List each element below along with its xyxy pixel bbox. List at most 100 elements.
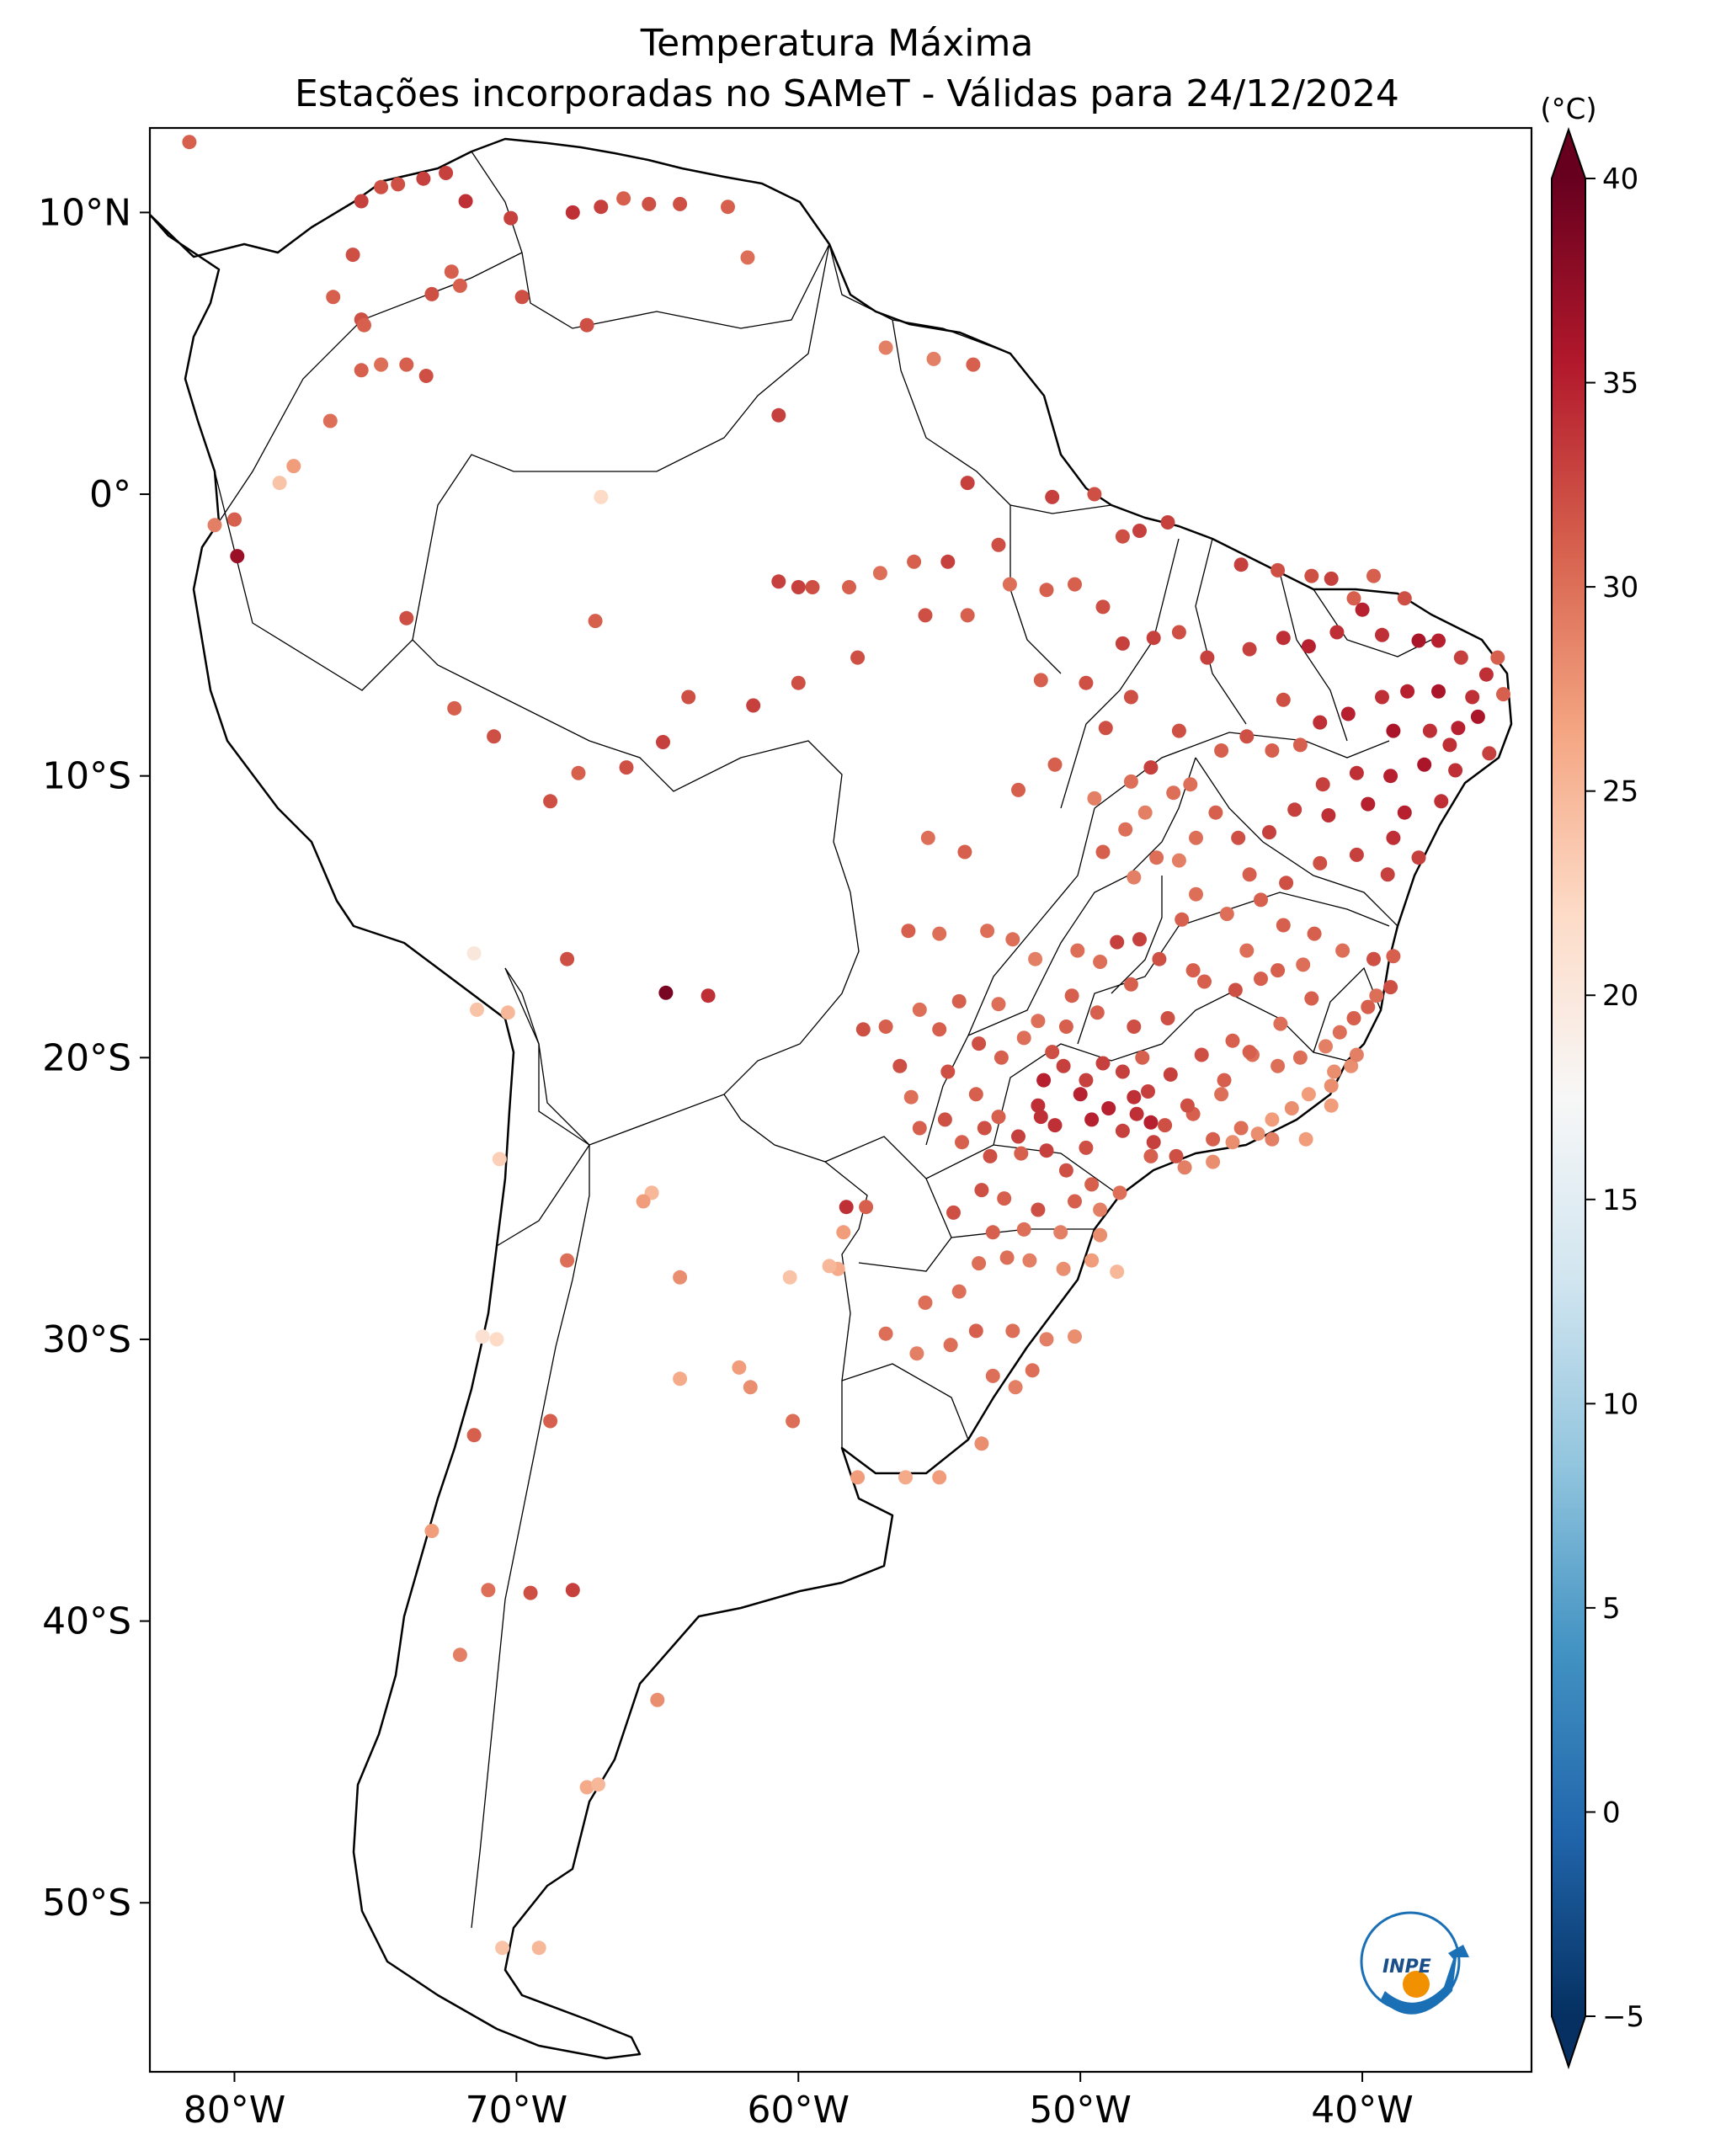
station-point (326, 290, 341, 305)
station-point (1047, 757, 1063, 772)
station-point (1478, 667, 1494, 682)
station-point (1397, 805, 1412, 820)
border-path (218, 252, 523, 523)
station-point (1276, 631, 1291, 646)
station-point (1129, 1106, 1144, 1121)
station-point (1031, 1202, 1046, 1217)
station-point (1431, 633, 1446, 648)
colorbar-tick-label: 10 (1602, 1387, 1638, 1421)
station-point (1143, 1115, 1159, 1130)
border-path (824, 1136, 952, 1272)
station-point (1318, 1039, 1333, 1054)
station-point (1031, 1014, 1046, 1029)
station-point (1206, 1154, 1221, 1169)
station-point (1324, 571, 1339, 586)
station-point (588, 614, 603, 629)
station-point (1022, 1253, 1037, 1268)
colorbar-tick-label: −5 (1602, 2000, 1644, 2034)
station-point (1087, 791, 1102, 806)
station-point (354, 194, 369, 209)
station-point (560, 1253, 575, 1268)
station-point (489, 1332, 504, 1347)
colorbar-tick-label: 25 (1602, 775, 1638, 809)
station-point (1386, 949, 1401, 964)
station-point (985, 1225, 1000, 1240)
station-points (182, 135, 1510, 1956)
y-tick-label: 30°S (42, 1318, 131, 1361)
station-point (673, 1371, 688, 1387)
x-tick-label: 50°W (1029, 2089, 1132, 2132)
station-point (1005, 1323, 1020, 1339)
station-point (771, 574, 786, 589)
station-point (416, 171, 431, 186)
station-point (1039, 1143, 1054, 1158)
station-point (1171, 625, 1186, 640)
station-point (374, 357, 389, 372)
station-point (932, 926, 947, 941)
station-point (786, 1413, 801, 1429)
station-point (1073, 1087, 1088, 1102)
station-point (1185, 963, 1201, 978)
station-point (926, 351, 941, 366)
station-point (565, 205, 580, 220)
logo-arrow-icon (1381, 1945, 1469, 2015)
station-point (1143, 1148, 1159, 1163)
station-point (1079, 1140, 1094, 1155)
station-point (1287, 802, 1302, 817)
station-point (1169, 1148, 1184, 1163)
station-point (1171, 853, 1186, 868)
station-point (1141, 1084, 1155, 1099)
border-path (1060, 538, 1180, 809)
station-point (1137, 805, 1153, 820)
station-point (1292, 737, 1308, 753)
station-point (1490, 650, 1505, 665)
station-point (983, 1148, 998, 1163)
station-point (1093, 1227, 1108, 1243)
station-point (907, 554, 922, 569)
station-point (1166, 785, 1181, 801)
colorbar-extend-max (1552, 130, 1585, 178)
station-point (1265, 1112, 1280, 1127)
station-point (673, 196, 688, 211)
station-point (1189, 830, 1203, 845)
station-point (642, 196, 657, 211)
station-point (1194, 1047, 1209, 1062)
station-point (1079, 1073, 1094, 1088)
station-point (1068, 1194, 1082, 1209)
station-point (999, 1250, 1015, 1265)
station-point (850, 1470, 866, 1485)
station-point (374, 179, 389, 194)
station-point (721, 200, 735, 215)
station-point (918, 1295, 933, 1310)
station-point (974, 1183, 989, 1198)
station-point (1123, 774, 1138, 789)
station-point (636, 1194, 651, 1209)
border-path (1195, 757, 1398, 927)
station-point (579, 317, 594, 333)
border-path (471, 1145, 590, 1929)
station-point (850, 650, 866, 665)
station-point (912, 1121, 927, 1136)
station-point (481, 1583, 496, 1598)
station-point (399, 357, 414, 372)
y-tick-label: 20°S (42, 1036, 131, 1079)
station-point (1084, 1177, 1100, 1192)
station-point (1036, 1073, 1052, 1088)
station-point (985, 1368, 1000, 1383)
station-point (354, 363, 369, 378)
station-point (1375, 627, 1389, 642)
station-point (1313, 855, 1328, 870)
station-point (1115, 636, 1130, 651)
station-point (1206, 1131, 1221, 1147)
station-point (878, 1326, 893, 1341)
station-point (951, 993, 967, 1009)
station-point (1292, 1050, 1308, 1065)
station-point (1158, 1118, 1173, 1133)
station-point (968, 1323, 983, 1339)
station-point (1208, 805, 1223, 820)
station-point (1217, 1073, 1232, 1088)
station-point (1123, 977, 1138, 992)
station-point (1383, 769, 1398, 784)
station-point (1101, 1101, 1116, 1115)
station-point (1346, 591, 1361, 606)
